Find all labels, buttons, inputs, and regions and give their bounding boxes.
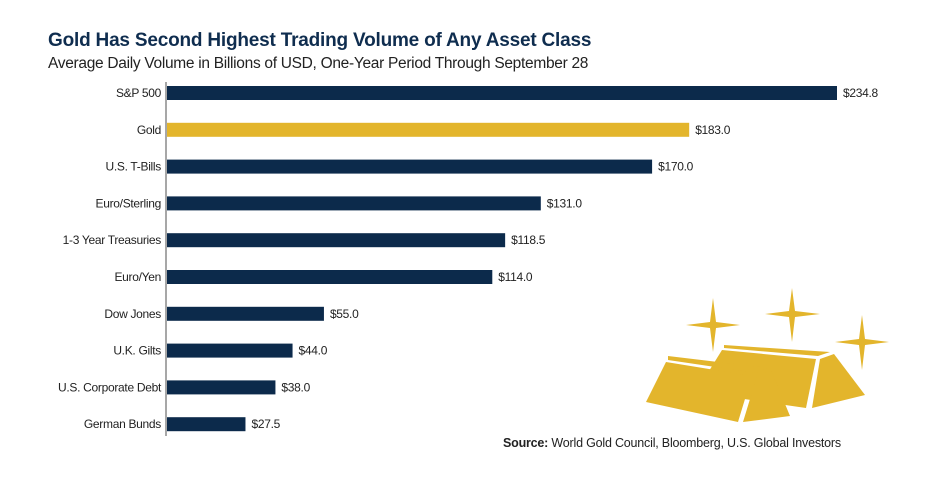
bar-euro-sterling — [167, 196, 541, 211]
source-text: World Gold Council, Bloomberg, U.S. Glob… — [548, 436, 841, 450]
bar-s-p-500 — [167, 86, 837, 100]
value-label: $55.0 — [330, 307, 359, 321]
category-label: S&P 500 — [116, 86, 162, 100]
value-label: $38.0 — [281, 380, 310, 394]
sparkle-icon — [835, 315, 889, 370]
bar-1-3-year-treasuries — [167, 233, 506, 248]
bar-gold — [167, 122, 690, 137]
value-label: $118.5 — [511, 233, 546, 247]
bar-u-k-gilts — [167, 343, 293, 358]
category-label: Euro/Yen — [114, 270, 161, 284]
bar-euro-yen — [167, 270, 493, 284]
category-label: U.K. Gilts — [113, 344, 161, 358]
gold-bars-icon — [646, 288, 889, 422]
sparkle-icon — [686, 298, 740, 352]
category-label: Dow Jones — [104, 307, 161, 321]
source-label: Source: — [503, 436, 549, 450]
category-label: 1-3 Year Treasuries — [63, 233, 162, 247]
value-label: $183.0 — [695, 123, 731, 137]
value-label: $114.0 — [498, 270, 533, 284]
bar-u-s-t-bills — [167, 159, 653, 174]
value-label: $44.0 — [299, 344, 328, 358]
category-label: Gold — [137, 123, 161, 137]
value-label: $27.5 — [251, 417, 280, 431]
bar-u-s-corporate-debt — [167, 380, 276, 395]
category-label: Euro/Sterling — [96, 196, 161, 210]
category-label: U.S. T-Bills — [105, 160, 161, 174]
sparkle-icon — [765, 288, 820, 342]
bar-german-bunds — [167, 417, 246, 432]
value-label: $170.0 — [658, 160, 694, 174]
category-label: U.S. Corporate Debt — [58, 380, 162, 394]
source-note: Source: World Gold Council, Bloomberg, U… — [503, 436, 841, 450]
chart-subtitle: Average Daily Volume in Billions of USD,… — [48, 55, 589, 72]
value-label: $234.8 — [843, 86, 879, 100]
category-label: German Bunds — [84, 417, 161, 431]
value-label: $131.0 — [547, 196, 583, 210]
chart-title: Gold Has Second Highest Trading Volume o… — [48, 30, 592, 51]
bar-dow-jones — [167, 306, 324, 321]
